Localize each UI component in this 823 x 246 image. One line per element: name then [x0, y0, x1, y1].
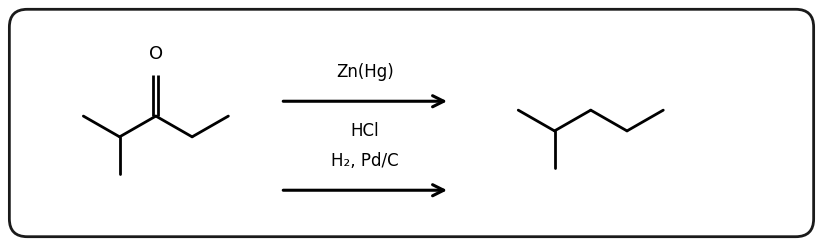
Text: HCl: HCl — [351, 122, 379, 140]
Text: H₂, Pd/C: H₂, Pd/C — [332, 152, 399, 169]
Text: Zn(Hg): Zn(Hg) — [337, 62, 394, 81]
Text: O: O — [149, 45, 163, 63]
